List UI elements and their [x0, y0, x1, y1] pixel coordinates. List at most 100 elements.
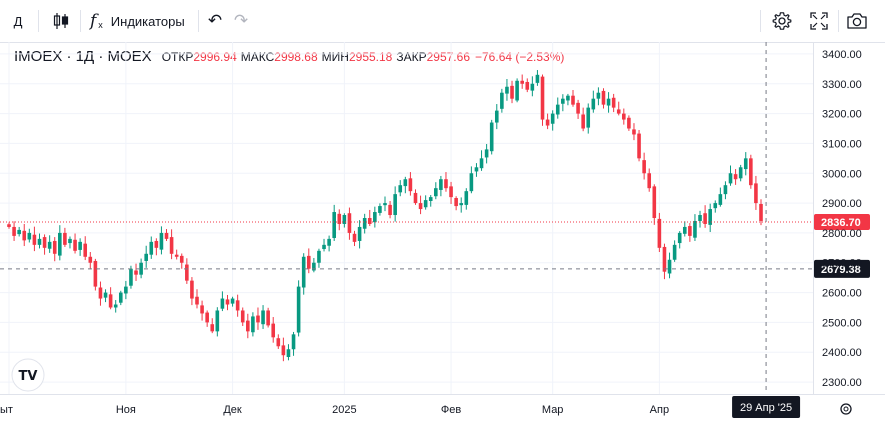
interval-button[interactable]: Д: [4, 6, 32, 36]
candle-body: [63, 232, 67, 245]
axis-settings-button[interactable]: [840, 403, 852, 415]
time-axis[interactable]: ыт Ноя Дек 2025 Фев Мар Апр: [0, 404, 669, 416]
undo-button[interactable]: ↶: [203, 6, 227, 36]
candle-body: [144, 253, 148, 261]
settings-button[interactable]: [768, 6, 796, 36]
candle: [235, 294, 240, 317]
candle: [408, 172, 413, 196]
candle: [367, 209, 372, 227]
candle: [357, 220, 362, 249]
candle: [174, 249, 179, 260]
candle-body: [393, 194, 397, 216]
candle: [759, 199, 763, 226]
candle-body: [185, 264, 189, 281]
candle-body: [677, 232, 682, 244]
candle-body: [398, 185, 403, 193]
price-tick-label: 3400.00: [822, 49, 862, 61]
candle-body: [317, 250, 321, 263]
candle: [434, 182, 438, 200]
candle: [276, 334, 281, 349]
candle: [713, 200, 718, 213]
candles-style-button[interactable]: [46, 6, 76, 36]
candle: [52, 237, 57, 262]
last-price-box: [814, 213, 870, 230]
candle: [474, 163, 479, 177]
redo-button[interactable]: ↷: [229, 6, 253, 36]
candle-body: [174, 254, 179, 257]
candle: [73, 233, 77, 254]
candle: [662, 243, 667, 280]
candle: [306, 248, 311, 274]
camera-icon: [847, 13, 867, 29]
candle-body: [449, 186, 453, 198]
candle: [723, 181, 728, 200]
candle-body: [286, 349, 291, 358]
candle: [261, 305, 265, 329]
price-tick-label: 2500.00: [822, 317, 862, 329]
candle-body: [256, 315, 260, 323]
candle-body: [373, 212, 377, 223]
candle-body: [68, 238, 72, 244]
candle-body: [642, 160, 646, 174]
candle: [743, 152, 748, 176]
candle-body: [555, 104, 560, 115]
candle: [698, 210, 702, 228]
candle: [642, 152, 646, 180]
crosshair-price-box: [814, 259, 870, 278]
candle: [139, 258, 143, 279]
candle: [586, 103, 591, 134]
fullscreen-button[interactable]: [805, 6, 833, 36]
candle: [185, 258, 189, 284]
price-axis[interactable]: 2300.00 2400.00 2500.00 2600.00 2700.00 2800.…: [822, 49, 862, 389]
candle: [271, 317, 276, 343]
candle-body: [637, 133, 641, 159]
candle-body: [200, 305, 204, 314]
candle: [195, 289, 199, 309]
candle-body: [550, 113, 555, 124]
candle: [749, 154, 753, 189]
tradingview-logo-icon: TV: [19, 369, 38, 384]
candle-body: [42, 237, 47, 248]
candle-body: [515, 80, 519, 101]
candle-body: [403, 179, 408, 187]
price-tick-label: 3000.00: [822, 168, 862, 180]
candle-body: [154, 240, 159, 248]
candle-body: [434, 188, 438, 197]
candle: [454, 196, 458, 211]
candle-body: [454, 198, 458, 207]
candle: [591, 90, 596, 113]
candle: [42, 234, 47, 255]
candle-body: [352, 233, 357, 242]
time-tick-label: Фев: [441, 404, 461, 416]
candle: [83, 236, 88, 261]
candle-body: [342, 215, 347, 224]
candle-body: [682, 226, 687, 234]
candle-body: [281, 345, 286, 356]
candle-body: [266, 310, 270, 326]
candle-body: [190, 280, 194, 299]
candle-body: [246, 320, 250, 332]
candle-body: [276, 338, 281, 347]
candle-body: [220, 298, 225, 309]
candle: [200, 300, 204, 321]
candle-body: [510, 85, 514, 99]
candle-body: [413, 192, 418, 204]
candle-body: [103, 292, 108, 298]
candle: [301, 253, 306, 295]
candle-body: [169, 237, 174, 254]
candle-body: [672, 244, 677, 260]
candle: [149, 236, 154, 259]
snapshot-button[interactable]: [843, 6, 871, 36]
candle: [459, 197, 464, 213]
tradingview-logo[interactable]: TV: [11, 358, 45, 392]
candle-body: [545, 119, 550, 126]
candle-body: [489, 122, 494, 152]
candle-body: [743, 158, 748, 170]
candle-body: [139, 262, 143, 275]
symbol-name[interactable]: IMOEX · 1Д · MOEX: [14, 48, 152, 65]
time-tick-label: 2025: [332, 404, 356, 416]
candle: [98, 281, 103, 306]
candle-body: [484, 149, 489, 158]
